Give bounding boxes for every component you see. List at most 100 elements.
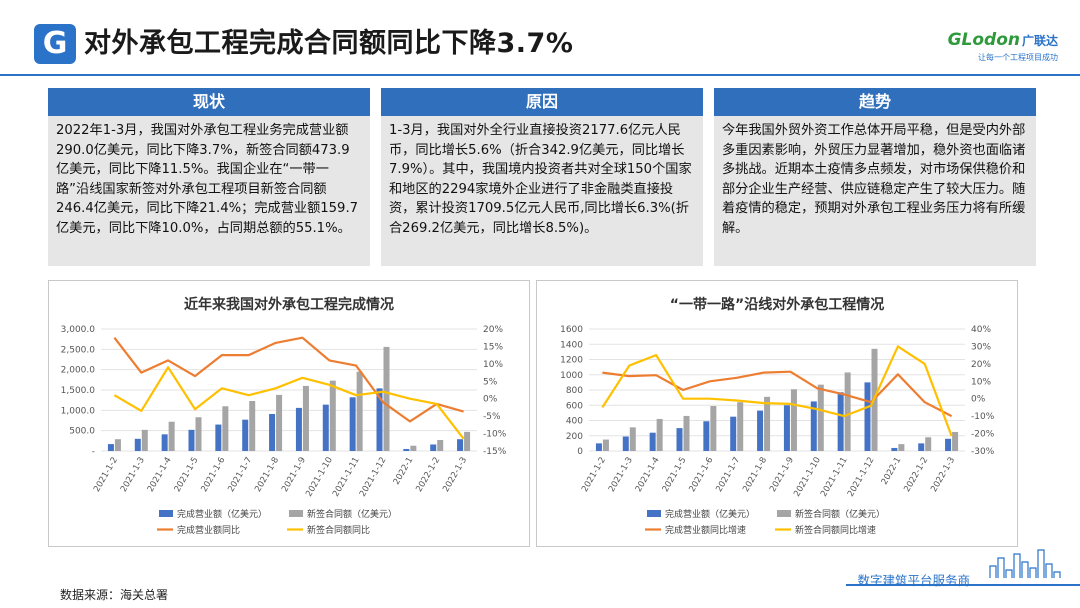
bar-mark (945, 438, 952, 451)
bar-mark (242, 419, 249, 451)
y-left-tick-label: 400 (566, 417, 583, 427)
series-line (113, 336, 464, 423)
bar-mark (249, 400, 256, 451)
data-source: 数据来源：海关总署 (60, 588, 169, 602)
y-left-tick-label: 200 (566, 432, 583, 442)
bar-mark (276, 394, 283, 451)
x-tick-label: 2021-1-8 (741, 456, 769, 494)
x-tick-label: 2021-1-8 (253, 456, 281, 494)
y-left-tick-label: 800 (566, 386, 583, 396)
brand-name-en: GLodon (947, 30, 1020, 50)
y-left-tick-label: 1200 (560, 356, 583, 366)
legend-swatch (647, 510, 661, 517)
bar-mark (349, 397, 356, 451)
city-skyline-icon (989, 549, 1061, 578)
legend-label: 完成营业额同比 (177, 524, 240, 536)
y-right-tick-label: 30% (971, 342, 991, 352)
x-tick-label: 2021-1-6 (199, 456, 227, 494)
bar-mark (790, 389, 797, 451)
bar-mark (403, 448, 410, 451)
x-tick-label: 2022-1-2 (414, 456, 442, 494)
x-tick-label: 2021-1-4 (634, 456, 662, 494)
y-right-tick-label: 0% (971, 395, 986, 405)
x-tick-label: 2021-1-10 (792, 456, 823, 499)
y-right-tick-label: 10% (971, 377, 991, 387)
header-divider (0, 74, 1080, 76)
y-right-tick-label: -10% (971, 412, 995, 422)
page-title: 对外承包工程完成合同额同比下降3.7% (84, 28, 574, 59)
panel-status-title: 现状 (48, 88, 370, 116)
legend-label: 新签合同额同比增速 (795, 524, 876, 536)
bar-mark (891, 447, 898, 451)
y-right-tick-label: 0% (483, 395, 498, 405)
bar-mark (656, 418, 663, 451)
bar-mark (783, 405, 790, 451)
bar-mark (329, 380, 336, 451)
y-right-tick-label: -10% (483, 430, 507, 440)
panel-status-body: 2022年1-3月，我国对外承包工程业务完成营业额290.0亿美元，同比下降3.… (56, 123, 359, 236)
y-left-tick-label: - (92, 447, 95, 457)
company-logo-icon: G (34, 24, 76, 64)
x-tick-label: 2021-1-5 (173, 456, 201, 494)
bar-mark (757, 410, 764, 451)
legend-label: 完成营业额（亿美元） (177, 508, 267, 520)
brand-name-cn: 广联达 (1021, 34, 1058, 48)
x-tick-label: 2021-1-9 (768, 456, 796, 494)
bar-mark (168, 421, 175, 451)
legend-label: 完成营业额同比增速 (665, 524, 746, 536)
footer-divider (846, 584, 1080, 586)
y-left-tick-label: 500.0 (69, 427, 95, 437)
panel-trend: 趋势 今年我国外贸外资工作总体开局平稳，但是受内外部多重因素影响，外贸压力显著增… (714, 88, 1036, 266)
bar-mark (629, 427, 636, 451)
y-left-tick-label: 2,000.0 (61, 366, 96, 376)
bar-mark (737, 402, 744, 451)
bar-mark (864, 382, 871, 451)
bar-mark (410, 445, 417, 451)
panel-reason-body: 1-3月，我国对外全行业直接投资2177.6亿元人民币，同比增长5.6%（折合3… (389, 123, 692, 236)
bar-mark (764, 396, 771, 451)
legend-label: 完成营业额（亿美元） (665, 508, 755, 520)
bar-mark (683, 415, 690, 451)
panel-reason-title: 原因 (381, 88, 703, 116)
y-right-tick-label: -20% (971, 430, 995, 440)
bar-mark (376, 388, 383, 451)
y-right-tick-label: 40% (971, 325, 991, 335)
y-right-tick-label: 5% (483, 377, 498, 387)
x-tick-label: 2022-1-3 (441, 456, 469, 494)
x-tick-label: 2021-1-12 (846, 456, 877, 499)
bar-mark (188, 429, 195, 451)
x-tick-label: 2021-1-11 (331, 456, 362, 499)
panel-trend-title: 趋势 (714, 88, 1036, 116)
y-left-tick-label: 2,500.0 (61, 345, 96, 355)
bar-mark (730, 416, 737, 451)
x-tick-label: 2021-1-5 (661, 456, 689, 494)
x-tick-label: 2022-1 (392, 456, 416, 487)
panel-reason: 原因 1-3月，我国对外全行业直接投资2177.6亿元人民币，同比增长5.6%（… (381, 88, 703, 266)
y-left-tick-label: 1,500.0 (61, 386, 96, 396)
legend-swatch (159, 510, 173, 517)
bar-mark (464, 431, 471, 451)
bar-mark (703, 421, 710, 451)
x-tick-label: 2021-1-10 (304, 456, 335, 499)
y-right-tick-label: -30% (971, 447, 995, 457)
bar-mark (222, 406, 229, 451)
x-tick-label: 2021-1-12 (358, 456, 389, 499)
bar-mark (649, 432, 656, 451)
chart-title: 近年来我国对外承包工程完成情况 (184, 296, 394, 313)
chart-belt-road-svg: “一带一路”沿线对外承包工程情况 0 200 400 600 800 1000 1200 140… (560, 296, 995, 536)
legend-swatch (289, 510, 303, 517)
x-tick-label: 2021-1-9 (280, 456, 308, 494)
brand-logo: GLodon 广联达 让每一个工程项目成功 (948, 30, 1058, 63)
bar-mark (952, 431, 959, 451)
x-tick-label: 2021-1-2 (92, 456, 120, 494)
panel-status: 现状 2022年1-3月，我国对外承包工程业务完成营业额290.0亿美元，同比下… (48, 88, 370, 266)
bar-mark (356, 371, 363, 451)
bar-mark (114, 439, 121, 451)
y-right-tick-label: 10% (483, 360, 503, 370)
y-left-tick-label: 1000 (560, 371, 583, 381)
bar-mark (622, 436, 629, 451)
bar-mark (457, 439, 464, 451)
bar-mark (269, 413, 276, 451)
series-line (602, 370, 953, 418)
bar-mark (134, 438, 141, 451)
